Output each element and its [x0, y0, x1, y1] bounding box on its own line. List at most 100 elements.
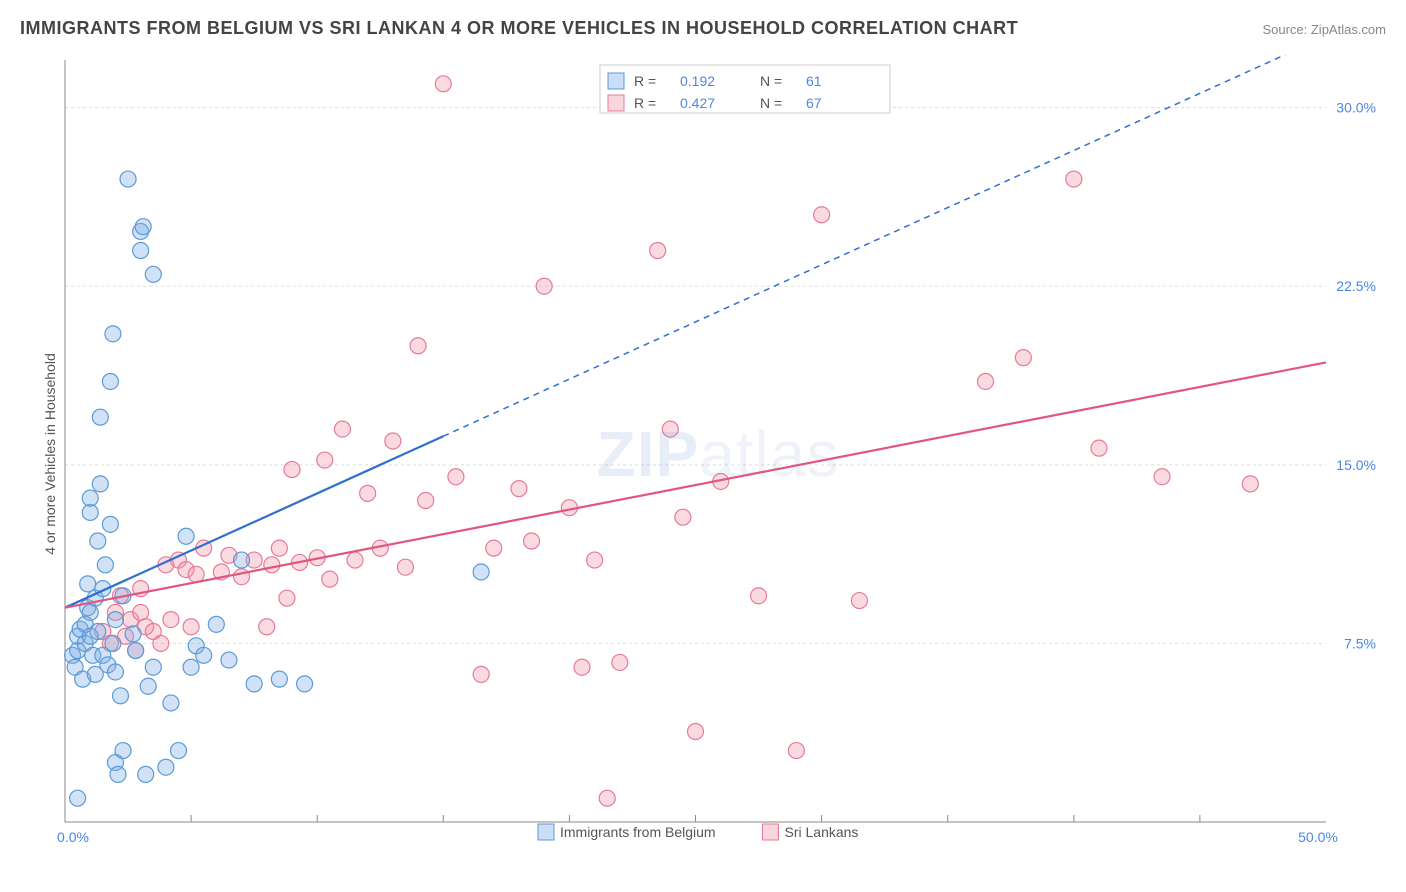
source-label: Source: — [1262, 22, 1310, 37]
scatter-point — [1015, 350, 1031, 366]
scatter-point — [105, 635, 121, 651]
scatter-point — [145, 266, 161, 282]
scatter-point — [246, 676, 262, 692]
scatter-point — [70, 790, 86, 806]
scatter-point — [448, 469, 464, 485]
scatter-point — [90, 624, 106, 640]
scatter-point — [279, 590, 295, 606]
legend-swatch — [608, 95, 624, 111]
legend-n-label: N = — [760, 95, 782, 111]
legend-bottom-swatch — [538, 824, 554, 840]
chart-container: 4 or more Vehicles in Household 7.5%15.0… — [50, 55, 1386, 852]
scatter-point — [397, 559, 413, 575]
legend-r-val: 0.192 — [680, 73, 715, 89]
scatter-point — [110, 766, 126, 782]
scatter-point — [105, 326, 121, 342]
scatter-point — [158, 759, 174, 775]
scatter-point — [751, 588, 767, 604]
scatter-point — [385, 433, 401, 449]
scatter-point — [125, 626, 141, 642]
scatter-point — [234, 569, 250, 585]
x-tick-label: 50.0% — [1298, 829, 1338, 845]
scatter-point — [511, 481, 527, 497]
legend-r-val: 0.427 — [680, 95, 715, 111]
scatter-point — [163, 695, 179, 711]
scatter-point — [486, 540, 502, 556]
scatter-point — [418, 493, 434, 509]
scatter-point — [1242, 476, 1258, 492]
scatter-point — [264, 557, 280, 573]
scatter-point — [80, 576, 96, 592]
legend-n-label: N = — [760, 73, 782, 89]
scatter-point — [128, 643, 144, 659]
scatter-point — [133, 243, 149, 259]
scatter-point — [284, 462, 300, 478]
trend-line-solid — [65, 362, 1326, 607]
legend-bottom-label: Sri Lankans — [785, 824, 859, 840]
legend-r-label: R = — [634, 73, 656, 89]
scatter-point — [145, 659, 161, 675]
scatter-point — [82, 604, 98, 620]
scatter-point — [183, 659, 199, 675]
scatter-point — [978, 373, 994, 389]
scatter-point — [138, 766, 154, 782]
legend-bottom-swatch — [763, 824, 779, 840]
scatter-point — [473, 564, 489, 580]
scatter-point — [473, 666, 489, 682]
scatter-point — [92, 409, 108, 425]
y-tick-label: 7.5% — [1344, 635, 1376, 651]
scatter-point — [163, 612, 179, 628]
scatter-point — [662, 421, 678, 437]
scatter-point — [297, 676, 313, 692]
y-tick-label: 22.5% — [1336, 278, 1376, 294]
scatter-point — [410, 338, 426, 354]
scatter-point — [120, 171, 136, 187]
scatter-point — [536, 278, 552, 294]
scatter-point — [234, 552, 250, 568]
scatter-point — [334, 421, 350, 437]
legend-n-val: 61 — [806, 73, 822, 89]
scatter-point — [675, 509, 691, 525]
scatter-point — [1154, 469, 1170, 485]
scatter-point — [135, 219, 151, 235]
scatter-point — [107, 664, 123, 680]
scatter-point — [1066, 171, 1082, 187]
scatter-point — [347, 552, 363, 568]
scatter-point — [599, 790, 615, 806]
scatter-point — [271, 671, 287, 687]
source-value: ZipAtlas.com — [1311, 22, 1386, 37]
scatter-point — [1091, 440, 1107, 456]
scatter-point — [92, 476, 108, 492]
scatter-point — [322, 571, 338, 587]
scatter-point — [102, 516, 118, 532]
scatter-point — [140, 678, 156, 694]
scatter-point — [814, 207, 830, 223]
scatter-point — [170, 743, 186, 759]
scatter-point — [221, 652, 237, 668]
scatter-point — [435, 76, 451, 92]
scatter-point — [97, 557, 113, 573]
chart-title: IMMIGRANTS FROM BELGIUM VS SRI LANKAN 4 … — [20, 18, 1018, 39]
scatter-point — [851, 593, 867, 609]
scatter-point — [82, 504, 98, 520]
scatter-point — [82, 490, 98, 506]
scatter-point — [112, 688, 128, 704]
scatter-point — [153, 635, 169, 651]
legend-r-label: R = — [634, 95, 656, 111]
legend-bottom-label: Immigrants from Belgium — [560, 824, 716, 840]
scatter-point — [183, 619, 199, 635]
scatter-point — [317, 452, 333, 468]
scatter-point — [107, 612, 123, 628]
scatter-point — [188, 566, 204, 582]
scatter-point — [196, 647, 212, 663]
scatter-point — [612, 654, 628, 670]
scatter-point — [650, 243, 666, 259]
scatter-point — [688, 724, 704, 740]
legend-n-val: 67 — [806, 95, 822, 111]
trend-line-solid — [65, 436, 443, 607]
scatter-plot: 7.5%15.0%22.5%30.0%0.0%50.0%R =0.192N =6… — [50, 55, 1386, 852]
y-tick-label: 15.0% — [1336, 457, 1376, 473]
legend-swatch — [608, 73, 624, 89]
scatter-point — [90, 533, 106, 549]
y-tick-label: 30.0% — [1336, 100, 1376, 116]
